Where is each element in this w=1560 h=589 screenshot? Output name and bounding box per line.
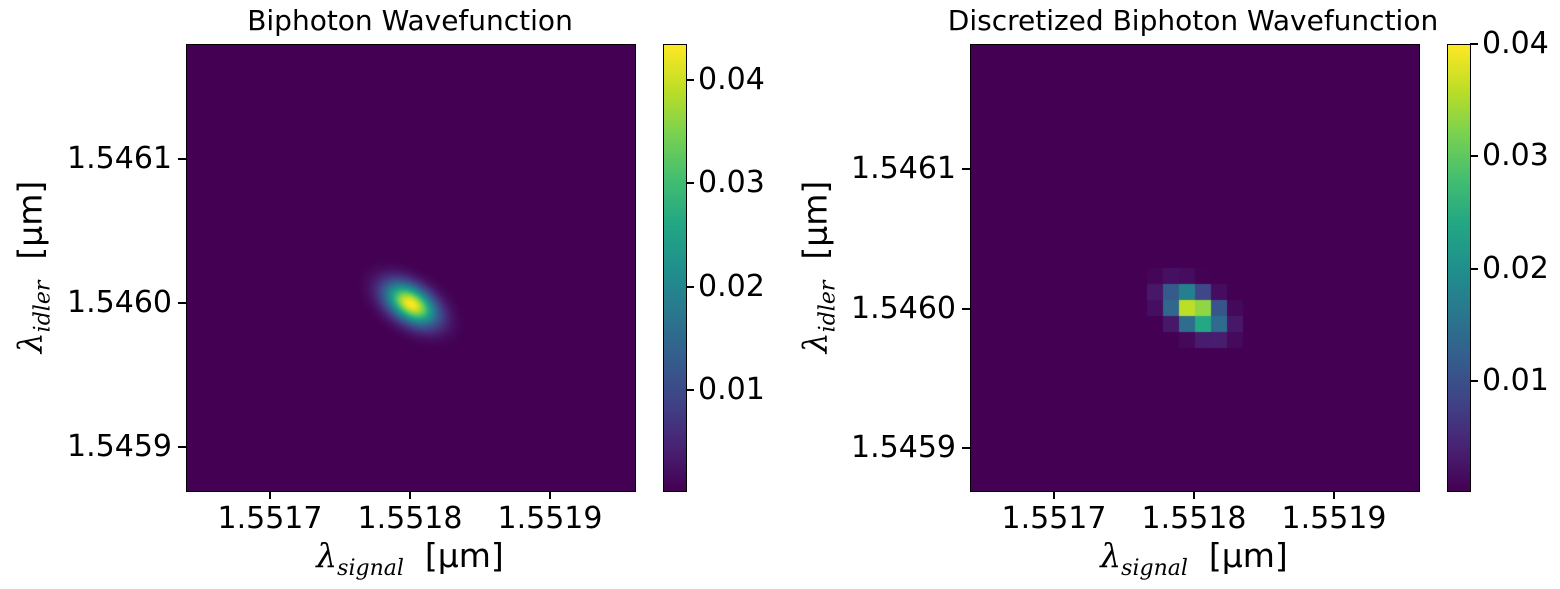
- x-tick-label: 1.5518: [357, 501, 463, 536]
- x-axis-subscript: signal: [1121, 556, 1188, 581]
- x-axis-unit: [μm]: [1208, 536, 1288, 575]
- x-tick-label: 1.5517: [1001, 501, 1107, 536]
- colorbar-tick: [1470, 155, 1478, 158]
- y-tick: [178, 158, 186, 161]
- y-tick-label: 1.5459: [67, 428, 172, 464]
- colorbar-tick-label: 0.03: [698, 165, 765, 201]
- x-tick: [269, 491, 271, 499]
- y-axis-label: λidler [μm]: [795, 180, 841, 354]
- colorbar-tick-label: 0.01: [698, 371, 765, 407]
- colorbar-tick: [1470, 43, 1478, 45]
- colorbar-tick-label: 0.04: [698, 62, 765, 98]
- y-tick: [178, 301, 186, 304]
- y-tick-label: 1.5459: [851, 430, 956, 466]
- x-tick: [409, 491, 411, 499]
- x-tick-label: 1.5519: [1281, 501, 1387, 536]
- chart-title: Discretized Biphoton Wavefunction: [947, 4, 1439, 37]
- y-axis-subscript: idler: [815, 280, 841, 333]
- x-tick-label: 1.5519: [497, 501, 603, 536]
- colorbar: [663, 44, 687, 492]
- chart-title: Biphoton Wavefunction: [247, 4, 573, 37]
- y-tick-label: 1.5461: [851, 151, 956, 187]
- colorbar-tick: [1470, 380, 1478, 383]
- colorbar-tick-label: 0.02: [698, 268, 765, 304]
- x-tick: [1193, 491, 1195, 499]
- colorbar-tick-label: 0.02: [1482, 250, 1549, 286]
- x-axis-unit: [μm]: [424, 536, 504, 575]
- colorbar-tick: [686, 79, 694, 82]
- heatmap-plot: [970, 44, 1420, 492]
- x-tick: [549, 491, 551, 499]
- x-tick-label: 1.5518: [1141, 501, 1247, 536]
- x-axis-label: λsignal [μm]: [1100, 536, 1288, 581]
- x-axis-symbol: λ: [1100, 536, 1122, 575]
- y-tick: [178, 445, 186, 448]
- colorbar-tick-label: 0.01: [1482, 363, 1549, 399]
- x-axis-label: λsignal [μm]: [316, 536, 504, 581]
- colorbar-tick: [686, 388, 694, 391]
- colorbar-tick: [686, 285, 694, 288]
- heatmap-plot: [186, 44, 636, 492]
- y-tick: [962, 307, 970, 310]
- y-tick-label: 1.5460: [67, 284, 172, 320]
- y-tick: [962, 168, 970, 171]
- x-axis-symbol: λ: [316, 536, 338, 575]
- y-tick: [962, 447, 970, 450]
- y-tick-label: 1.5460: [851, 290, 956, 326]
- x-tick: [1333, 491, 1335, 499]
- colorbar-tick: [1470, 267, 1478, 270]
- y-tick-label: 1.5461: [67, 141, 172, 177]
- x-tick-label: 1.5517: [217, 501, 323, 536]
- colorbar-tick-label: 0.04: [1482, 26, 1549, 61]
- colorbar-tick-label: 0.03: [1482, 138, 1549, 174]
- y-axis-unit: [μm]: [795, 180, 835, 260]
- x-tick: [1053, 491, 1055, 499]
- colorbar-tick: [686, 182, 694, 185]
- colorbar: [1447, 44, 1471, 492]
- x-axis-subscript: signal: [337, 556, 404, 581]
- y-axis-symbol: λ: [795, 332, 835, 354]
